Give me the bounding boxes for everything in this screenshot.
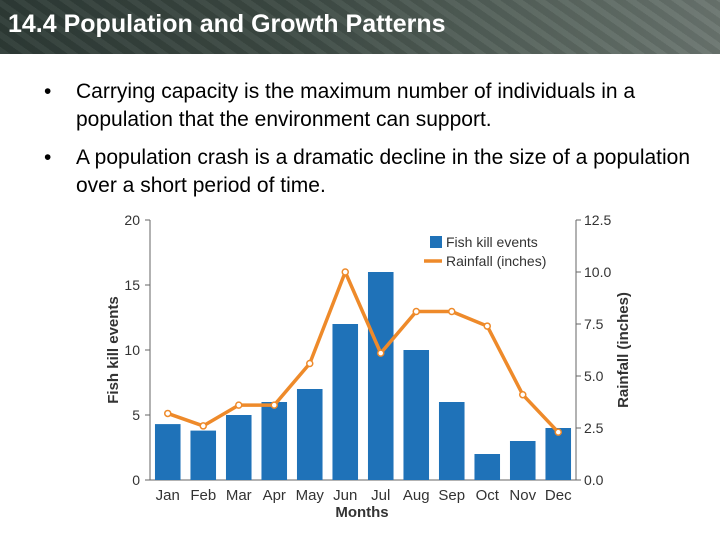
bar-fish-kill-nov <box>509 441 536 480</box>
bar-fish-kill-apr <box>261 402 288 480</box>
y-right-tick-label: 7.5 <box>584 316 604 332</box>
y-tick-label: 10 <box>124 342 140 358</box>
x-tick-label: Nov <box>509 487 536 504</box>
y-right-tick-label: 0.0 <box>584 472 604 488</box>
legend-label-fish-kill: Fish kill events <box>446 234 538 250</box>
bullet-icon: • <box>44 146 52 169</box>
y-tick-label: 15 <box>124 277 140 293</box>
rainfall-point-jan <box>164 409 172 418</box>
x-tick-label: Jan <box>156 487 180 504</box>
bullet-text: A population crash is a dramatic decline… <box>76 146 691 197</box>
x-tick-label: Apr <box>263 487 286 504</box>
rainfall-point-nov <box>519 390 527 399</box>
rainfall-point-jun <box>341 268 349 276</box>
x-tick-label: Mar <box>226 487 252 504</box>
rainfall-point-mar <box>235 401 243 409</box>
y-axis-right-title: Rainfall (inches) <box>615 292 632 408</box>
x-axis-title: Months <box>335 504 388 521</box>
bar-fish-kill-sep <box>438 402 465 480</box>
y-right-tick-label: 2.5 <box>584 420 604 436</box>
x-tick-label: Feb <box>190 487 216 504</box>
legend-swatch-fish-kill <box>430 236 442 248</box>
y-axis-title: Fish kill events <box>105 296 122 404</box>
bullet-icon: • <box>44 80 52 103</box>
rainfall-point-oct <box>483 322 491 330</box>
x-tick-label: May <box>296 487 325 504</box>
x-tick-label: Oct <box>476 487 500 504</box>
rainfall-point-aug <box>412 307 420 316</box>
bar-fish-kill-feb <box>190 430 217 480</box>
x-tick-label: Jul <box>371 487 390 504</box>
rainfall-point-apr <box>270 401 278 409</box>
bullet-item: • A population crash is a dramatic decli… <box>44 144 720 200</box>
bar-fish-kill-dec <box>545 428 572 480</box>
bar-fish-kill-jan <box>154 424 181 480</box>
bar-fish-kill-oct <box>474 454 501 480</box>
bar-fish-kill-mar <box>225 415 252 480</box>
y-tick-label: 5 <box>132 407 140 423</box>
rainfall-line <box>167 270 560 434</box>
x-tick-label: Dec <box>545 487 572 504</box>
y-right-tick-label: 12.5 <box>584 212 611 228</box>
slide-header: 14.4 Population and Growth Patterns <box>0 0 720 54</box>
rainfall-point-sep <box>448 307 456 316</box>
x-tick-label: Sep <box>438 487 465 504</box>
rainfall-point-feb <box>199 422 207 430</box>
fish-kill-rainfall-chart: 0 5 10 15 20 0.0 2.5 5.0 7.5 10.0 12.5 Jan Feb Mar Apr… <box>105 212 632 521</box>
y-tick-label: 0 <box>132 472 140 488</box>
x-tick-label: Aug <box>403 487 430 504</box>
bar-fish-kill-jun <box>332 324 359 480</box>
legend-label-rainfall: Rainfall (inches) <box>446 253 546 269</box>
y-right-tick-label: 10.0 <box>584 264 611 280</box>
bullet-list: • Carrying capacity is the maximum numbe… <box>44 78 720 210</box>
bar-fish-kill-aug <box>403 350 430 480</box>
y-tick-label: 20 <box>124 212 140 228</box>
bullet-item: • Carrying capacity is the maximum numbe… <box>44 78 720 134</box>
bar-fish-kill-may <box>296 389 323 480</box>
rainfall-point-dec <box>554 428 562 436</box>
bullet-text: Carrying capacity is the maximum number … <box>76 80 636 131</box>
x-tick-label: Jun <box>333 487 357 504</box>
rainfall-point-may <box>306 359 314 368</box>
y-right-tick-label: 5.0 <box>584 368 604 384</box>
rainfall-point-jul <box>377 349 385 357</box>
bar-fish-kill-jul <box>367 272 394 480</box>
slide-title: 14.4 Population and Growth Patterns <box>8 10 446 38</box>
